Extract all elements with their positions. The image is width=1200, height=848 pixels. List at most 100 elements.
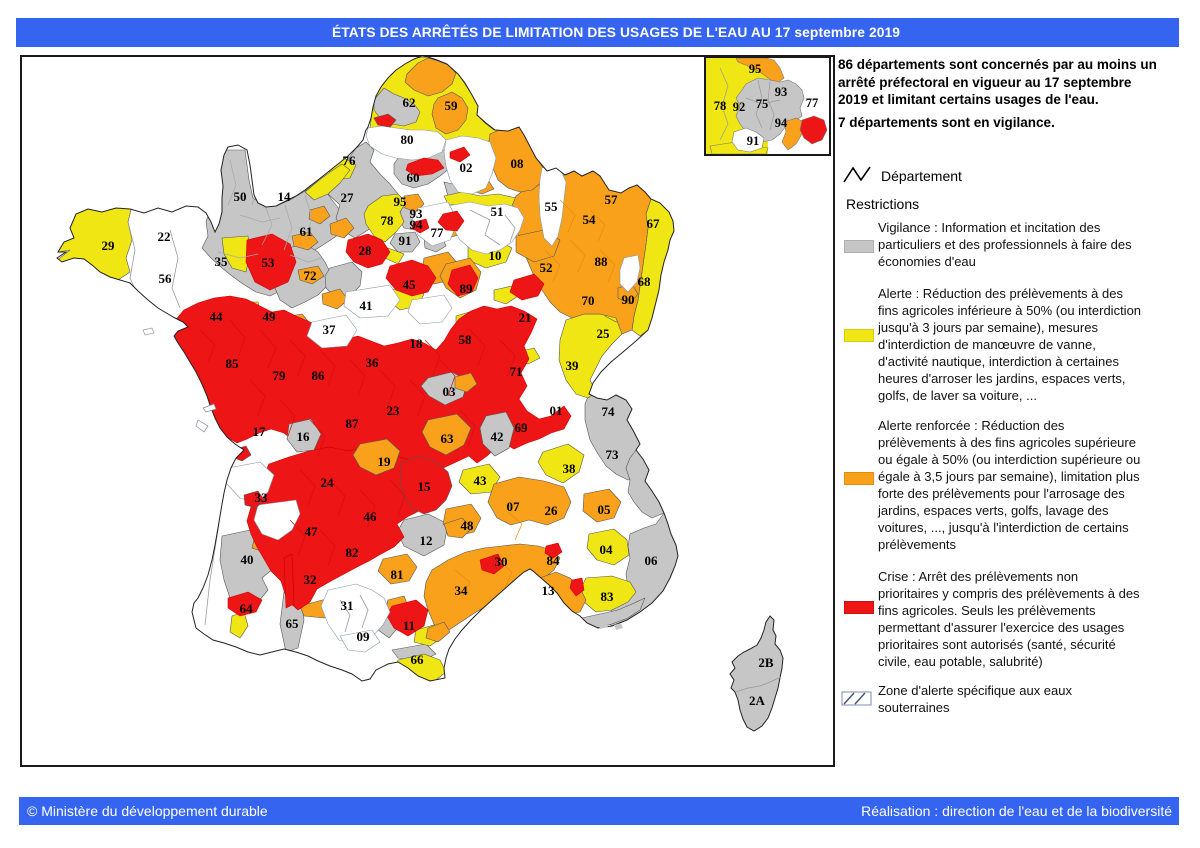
svg-text:49: 49 (263, 309, 277, 324)
svg-text:27: 27 (341, 190, 355, 205)
svg-text:32: 32 (304, 572, 317, 587)
svg-text:70: 70 (582, 293, 595, 308)
svg-text:25: 25 (597, 326, 611, 341)
svg-text:29: 29 (102, 238, 116, 253)
svg-text:2B: 2B (758, 655, 774, 670)
svg-text:81: 81 (391, 567, 404, 582)
svg-text:42: 42 (491, 429, 504, 444)
svg-text:56: 56 (159, 271, 173, 286)
svg-text:93: 93 (775, 85, 788, 99)
svg-text:95: 95 (394, 194, 408, 209)
svg-text:67: 67 (647, 216, 661, 231)
svg-text:92: 92 (733, 100, 746, 114)
svg-text:02: 02 (460, 160, 473, 175)
svg-text:11: 11 (403, 618, 415, 633)
svg-text:57: 57 (605, 192, 619, 207)
svg-text:95: 95 (749, 62, 762, 76)
svg-text:38: 38 (563, 461, 577, 476)
svg-text:79: 79 (273, 368, 287, 383)
svg-text:43: 43 (474, 473, 488, 488)
svg-text:63: 63 (441, 431, 455, 446)
svg-text:24: 24 (321, 475, 335, 490)
svg-text:18: 18 (410, 336, 424, 351)
svg-text:45: 45 (403, 277, 417, 292)
svg-text:19: 19 (378, 454, 392, 469)
svg-text:08: 08 (511, 156, 525, 171)
svg-text:60: 60 (407, 170, 420, 185)
svg-text:2A: 2A (749, 693, 766, 708)
svg-text:10: 10 (489, 248, 502, 263)
svg-text:44: 44 (210, 309, 224, 324)
svg-text:93: 93 (410, 206, 424, 221)
svg-text:94: 94 (410, 217, 424, 232)
svg-text:52: 52 (540, 260, 553, 275)
svg-text:86: 86 (312, 368, 326, 383)
svg-text:37: 37 (323, 322, 337, 337)
svg-text:46: 46 (364, 509, 378, 524)
svg-text:22: 22 (158, 229, 171, 244)
svg-text:33: 33 (255, 490, 269, 505)
svg-text:65: 65 (286, 616, 300, 631)
svg-text:78: 78 (381, 213, 395, 228)
svg-text:85: 85 (226, 356, 240, 371)
svg-text:59: 59 (445, 98, 459, 113)
svg-text:39: 39 (566, 358, 580, 373)
svg-text:61: 61 (300, 224, 313, 239)
svg-text:09: 09 (357, 629, 371, 644)
svg-text:91: 91 (747, 134, 760, 148)
svg-text:87: 87 (346, 416, 360, 431)
svg-text:64: 64 (240, 601, 254, 616)
svg-text:68: 68 (638, 274, 652, 289)
svg-text:74: 74 (602, 404, 616, 419)
svg-text:16: 16 (297, 429, 311, 444)
svg-text:62: 62 (403, 95, 416, 110)
svg-text:30: 30 (495, 554, 508, 569)
svg-text:01: 01 (550, 403, 563, 418)
svg-text:55: 55 (545, 199, 559, 214)
svg-text:80: 80 (401, 132, 414, 147)
svg-text:91: 91 (399, 233, 412, 248)
svg-text:28: 28 (359, 243, 373, 258)
svg-text:53: 53 (262, 255, 276, 270)
svg-text:94: 94 (775, 116, 788, 130)
svg-text:66: 66 (411, 652, 425, 667)
svg-text:89: 89 (460, 281, 474, 296)
svg-text:41: 41 (360, 298, 373, 313)
svg-text:72: 72 (304, 268, 317, 283)
svg-text:73: 73 (606, 447, 620, 462)
svg-text:15: 15 (418, 479, 432, 494)
svg-text:83: 83 (601, 589, 615, 604)
svg-text:47: 47 (305, 524, 319, 539)
svg-text:23: 23 (387, 403, 401, 418)
svg-text:17: 17 (253, 424, 267, 439)
svg-text:50: 50 (234, 189, 247, 204)
svg-text:82: 82 (346, 545, 359, 560)
svg-text:84: 84 (547, 553, 561, 568)
svg-text:77: 77 (806, 96, 819, 110)
svg-text:06: 06 (645, 553, 659, 568)
svg-text:21: 21 (519, 310, 532, 325)
svg-text:05: 05 (598, 502, 612, 517)
svg-text:36: 36 (366, 355, 380, 370)
svg-text:07: 07 (507, 499, 521, 514)
svg-text:03: 03 (443, 384, 457, 399)
svg-text:75: 75 (756, 97, 769, 111)
svg-text:04: 04 (600, 542, 614, 557)
svg-text:77: 77 (431, 225, 445, 240)
svg-text:54: 54 (583, 212, 597, 227)
svg-text:12: 12 (420, 533, 433, 548)
svg-text:31: 31 (341, 598, 354, 613)
svg-text:76: 76 (343, 153, 357, 168)
svg-text:13: 13 (542, 583, 556, 598)
svg-text:58: 58 (459, 332, 473, 347)
svg-text:34: 34 (455, 583, 469, 598)
svg-text:40: 40 (241, 552, 254, 567)
svg-text:14: 14 (278, 189, 292, 204)
svg-text:78: 78 (714, 99, 727, 113)
svg-text:48: 48 (461, 518, 475, 533)
svg-text:26: 26 (545, 503, 559, 518)
svg-text:51: 51 (491, 204, 504, 219)
svg-text:35: 35 (215, 254, 229, 269)
svg-text:90: 90 (622, 292, 635, 307)
svg-text:71: 71 (510, 364, 523, 379)
